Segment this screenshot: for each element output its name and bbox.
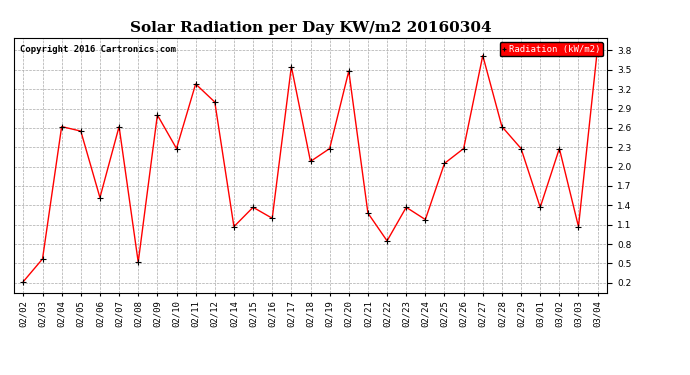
Radiation (kW/m2) bbox=[192, 82, 200, 86]
Radiation (kW/m2) bbox=[287, 64, 295, 69]
Radiation (kW/m2) bbox=[479, 53, 487, 58]
Radiation (kW/m2) bbox=[57, 124, 66, 129]
Radiation (kW/m2) bbox=[383, 238, 391, 243]
Radiation (kW/m2) bbox=[421, 217, 429, 222]
Radiation (kW/m2) bbox=[306, 159, 315, 164]
Radiation (kW/m2) bbox=[497, 124, 506, 129]
Radiation (kW/m2) bbox=[77, 129, 85, 134]
Title: Solar Radiation per Day KW/m2 20160304: Solar Radiation per Day KW/m2 20160304 bbox=[130, 21, 491, 35]
Radiation (kW/m2) bbox=[115, 124, 124, 129]
Radiation (kW/m2) bbox=[230, 224, 238, 229]
Radiation (kW/m2) bbox=[249, 205, 257, 210]
Radiation (kW/m2) bbox=[210, 100, 219, 104]
Radiation (kW/m2) bbox=[172, 146, 181, 151]
Radiation (kW/m2) bbox=[402, 205, 411, 210]
Radiation (kW/m2) bbox=[555, 146, 564, 151]
Radiation (kW/m2) bbox=[536, 205, 544, 210]
Legend: Radiation (kW/m2): Radiation (kW/m2) bbox=[500, 42, 602, 56]
Text: Copyright 2016 Cartronics.com: Copyright 2016 Cartronics.com bbox=[20, 45, 176, 54]
Radiation (kW/m2) bbox=[19, 279, 28, 284]
Radiation (kW/m2) bbox=[593, 45, 602, 50]
Radiation (kW/m2) bbox=[326, 146, 334, 151]
Radiation (kW/m2) bbox=[517, 146, 525, 151]
Radiation (kW/m2) bbox=[153, 113, 161, 117]
Radiation (kW/m2) bbox=[39, 256, 47, 261]
Radiation (kW/m2) bbox=[574, 224, 582, 229]
Radiation (kW/m2) bbox=[440, 161, 449, 166]
Radiation (kW/m2) bbox=[364, 211, 372, 215]
Radiation (kW/m2) bbox=[344, 69, 353, 74]
Radiation (kW/m2) bbox=[96, 195, 104, 200]
Line: Radiation (kW/m2): Radiation (kW/m2) bbox=[21, 44, 600, 284]
Radiation (kW/m2) bbox=[460, 146, 468, 151]
Radiation (kW/m2) bbox=[134, 260, 142, 264]
Radiation (kW/m2) bbox=[268, 216, 277, 220]
